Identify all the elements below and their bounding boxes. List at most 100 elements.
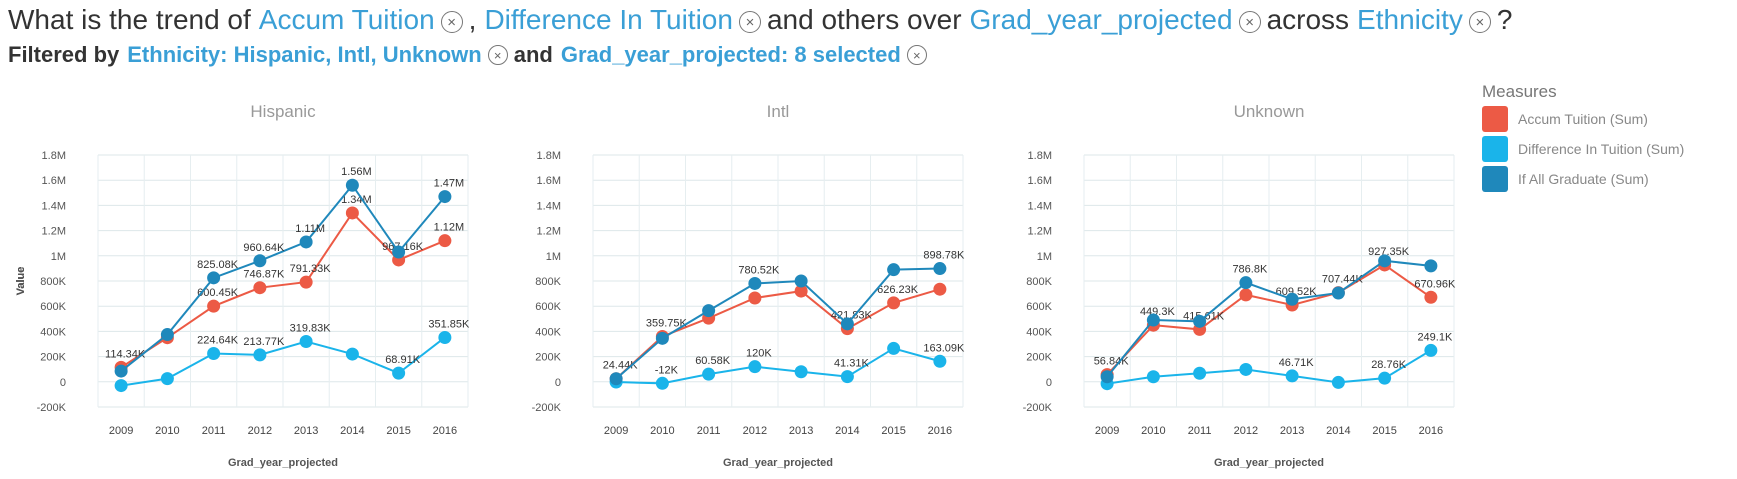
filter-token-ethnicity[interactable]: Ethnicity: Hispanic, Intl, Unknown bbox=[127, 42, 482, 67]
y-tick-label: 1.8M bbox=[42, 150, 66, 162]
data-label: 1.12M bbox=[434, 222, 465, 234]
data-point bbox=[933, 262, 947, 276]
legend-item-if-all-graduate[interactable]: If All Graduate (Sum) bbox=[1482, 164, 1684, 194]
x-tick-label: 2009 bbox=[109, 425, 133, 437]
x-tick-label: 2015 bbox=[881, 425, 905, 437]
legend-item-difference-in-tuition[interactable]: Difference In Tuition (Sum) bbox=[1482, 134, 1684, 164]
data-point bbox=[299, 335, 313, 349]
legend-label: If All Graduate (Sum) bbox=[1518, 171, 1649, 187]
data-point bbox=[794, 365, 808, 379]
data-label: 786.8K bbox=[1232, 264, 1268, 276]
group-token-ethnicity[interactable]: Ethnicity bbox=[1357, 4, 1463, 35]
x-tick-label: 2011 bbox=[202, 425, 226, 437]
data-point bbox=[160, 372, 174, 386]
data-label: 791.33K bbox=[290, 263, 332, 275]
data-point bbox=[345, 347, 359, 361]
data-point bbox=[1285, 369, 1299, 383]
x-tick-label: 2013 bbox=[294, 425, 318, 437]
measure-token-accum-tuition[interactable]: Accum Tuition bbox=[258, 4, 435, 35]
data-point bbox=[1193, 366, 1207, 380]
y-tick-label: 400K bbox=[40, 326, 66, 338]
data-label: 28.76K bbox=[1371, 359, 1407, 371]
x-tick-label: 2014 bbox=[1326, 425, 1350, 437]
y-tick-label: 1.6M bbox=[537, 175, 561, 187]
data-label: -12K bbox=[655, 364, 679, 376]
question-middle: and others over bbox=[766, 4, 962, 35]
data-label: 746.87K bbox=[243, 269, 285, 281]
data-point bbox=[1146, 313, 1160, 327]
data-point bbox=[794, 274, 808, 288]
y-tick-label: 1.2M bbox=[1028, 226, 1052, 238]
chart-title: Unknown bbox=[1234, 102, 1305, 121]
x-tick-label: 2014 bbox=[340, 425, 364, 437]
y-tick-label: 0 bbox=[60, 377, 66, 389]
data-label: 960.64K bbox=[243, 242, 285, 254]
data-point bbox=[887, 341, 901, 355]
y-tick-label: 800K bbox=[535, 276, 561, 288]
measure-token-difference-in-tuition[interactable]: Difference In Tuition bbox=[484, 4, 733, 35]
data-label: 670.96K bbox=[1414, 278, 1456, 290]
series-line bbox=[120, 336, 446, 387]
data-point bbox=[299, 235, 313, 249]
data-point bbox=[345, 206, 359, 220]
data-point bbox=[748, 291, 762, 305]
data-point bbox=[933, 354, 947, 368]
close-circle-icon[interactable]: × bbox=[738, 11, 761, 33]
y-tick-label: 800K bbox=[1026, 276, 1052, 288]
y-tick-label: 1.8M bbox=[537, 150, 561, 162]
data-point bbox=[1331, 286, 1345, 300]
y-tick-label: 1M bbox=[51, 251, 66, 263]
close-circle-icon[interactable]: × bbox=[906, 45, 927, 65]
y-tick-label: 600K bbox=[40, 301, 66, 313]
data-label: 609.52K bbox=[1276, 286, 1318, 298]
data-point bbox=[1239, 276, 1253, 290]
x-tick-label: 2011 bbox=[697, 425, 721, 437]
data-point bbox=[933, 282, 947, 296]
data-point bbox=[253, 348, 267, 362]
y-tick-label: 400K bbox=[535, 326, 561, 338]
y-tick-label: -200K bbox=[1023, 402, 1053, 414]
question-prefix: What is the trend of bbox=[8, 4, 251, 35]
data-point bbox=[609, 372, 623, 386]
y-tick-label: 1M bbox=[1037, 251, 1052, 263]
data-point bbox=[655, 376, 669, 390]
close-circle-icon[interactable]: × bbox=[1238, 11, 1261, 33]
close-circle-icon[interactable]: × bbox=[487, 45, 508, 65]
x-tick-label: 2014 bbox=[835, 425, 859, 437]
data-label: 449.3K bbox=[1140, 306, 1176, 318]
x-tick-label: 2010 bbox=[1141, 425, 1165, 437]
close-circle-icon[interactable]: × bbox=[1468, 11, 1491, 33]
y-tick-label: 1.6M bbox=[42, 175, 66, 187]
data-point bbox=[1424, 343, 1438, 357]
data-point bbox=[207, 271, 221, 285]
x-tick-label: 2016 bbox=[1419, 425, 1443, 437]
data-label: 1.47M bbox=[434, 178, 465, 190]
x-tick-label: 2015 bbox=[1372, 425, 1396, 437]
filter-token-grad-year[interactable]: Grad_year_projected: 8 selected bbox=[560, 42, 901, 67]
x-tick-label: 2012 bbox=[1234, 425, 1258, 437]
y-tick-label: 1.4M bbox=[537, 200, 561, 212]
data-label: 41.31K bbox=[834, 358, 870, 370]
close-circle-icon[interactable]: × bbox=[440, 11, 463, 33]
dimension-token-grad-year[interactable]: Grad_year_projected bbox=[969, 4, 1233, 35]
x-tick-label: 2013 bbox=[789, 425, 813, 437]
series-line bbox=[120, 183, 446, 372]
x-axis-title: Grad_year_projected bbox=[228, 457, 338, 469]
data-point bbox=[114, 364, 128, 378]
x-axis-title: Grad_year_projected bbox=[1214, 457, 1324, 469]
x-tick-label: 2011 bbox=[1188, 425, 1212, 437]
data-point bbox=[748, 276, 762, 290]
series-line bbox=[615, 267, 940, 380]
data-point bbox=[1146, 370, 1160, 384]
x-axis-title: Grad_year_projected bbox=[723, 457, 833, 469]
data-point bbox=[1424, 259, 1438, 273]
data-point bbox=[160, 328, 174, 342]
data-label: 163.09K bbox=[923, 342, 965, 354]
data-point bbox=[1331, 375, 1345, 389]
y-tick-label: 0 bbox=[555, 377, 561, 389]
data-point bbox=[1239, 288, 1253, 302]
data-label: 24.44K bbox=[603, 360, 639, 372]
legend-item-accum-tuition[interactable]: Accum Tuition (Sum) bbox=[1482, 104, 1684, 134]
x-tick-label: 2009 bbox=[604, 425, 628, 437]
data-point bbox=[253, 254, 267, 268]
